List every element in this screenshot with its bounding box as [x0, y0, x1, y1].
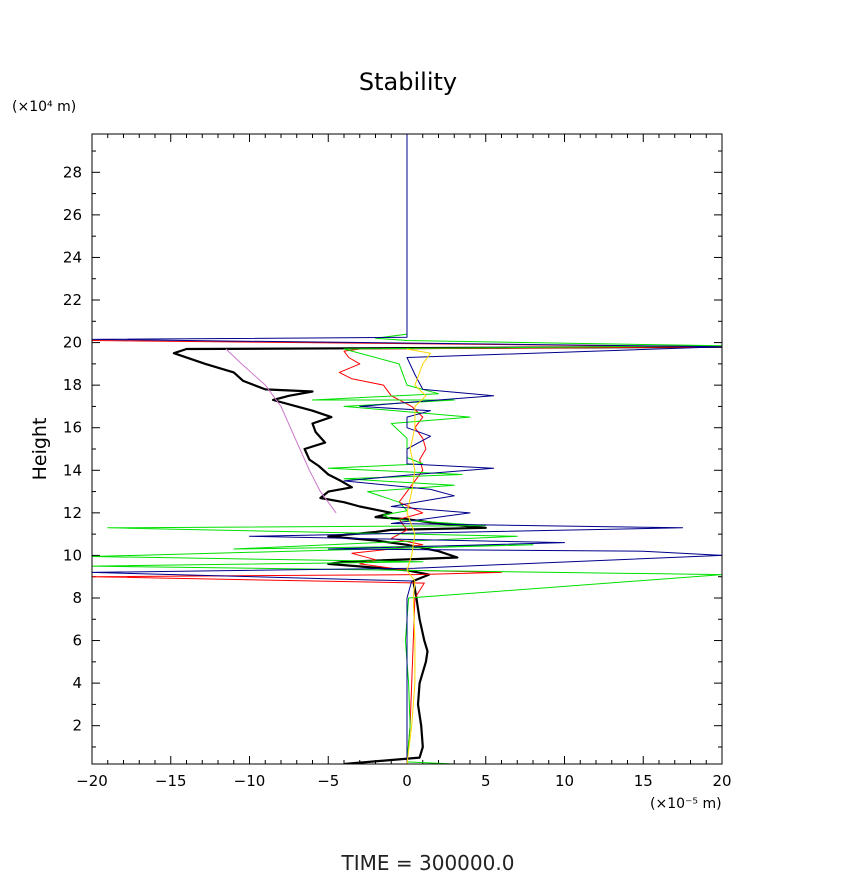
x-tick-label: −5	[317, 772, 339, 790]
y-tick-label: 26	[63, 206, 82, 224]
chart-title: Stability	[359, 68, 457, 96]
y-tick-label: 2	[72, 717, 82, 735]
y-tick-label: 16	[63, 419, 82, 437]
plot-frame	[91, 133, 723, 765]
y-tick-label: 14	[63, 461, 82, 479]
y-axis-label: Height	[29, 418, 51, 481]
x-tick-label: −20	[76, 772, 108, 790]
time-footer: TIME = 300000.0	[341, 851, 515, 875]
x-tick-label: 0	[402, 772, 412, 790]
x-tick-label: 5	[481, 772, 491, 790]
y-tick-label: 6	[72, 632, 82, 650]
x-tick-label: −15	[155, 772, 187, 790]
y-tick-label: 10	[63, 546, 82, 564]
y-tick-label: 24	[63, 248, 82, 266]
series-line-1	[172, 345, 722, 764]
series-line-5	[406, 348, 432, 764]
y-tick-label: 22	[63, 291, 82, 309]
y-tick-label: 4	[72, 674, 82, 692]
x-axis-ticks: −20 −15 −10 −5 0 5 10 15 20	[76, 134, 732, 790]
series-line-6	[225, 348, 337, 514]
x-tick-label: 15	[634, 772, 653, 790]
series-line-4	[92, 134, 722, 764]
y-tick-label: 8	[72, 589, 82, 607]
x-tick-label: 20	[712, 772, 731, 790]
y-tick-label: 18	[63, 376, 82, 394]
y-tick-label: 28	[63, 163, 82, 181]
plot-lines	[92, 134, 722, 764]
x-tick-label: 10	[555, 772, 574, 790]
y-unit-label: (×10⁴ m)	[12, 99, 76, 115]
x-tick-label: −10	[234, 772, 266, 790]
x-unit-label: (×10⁻⁵ m)	[650, 796, 722, 812]
y-tick-label: 20	[63, 334, 82, 352]
y-tick-label: 12	[63, 504, 82, 522]
